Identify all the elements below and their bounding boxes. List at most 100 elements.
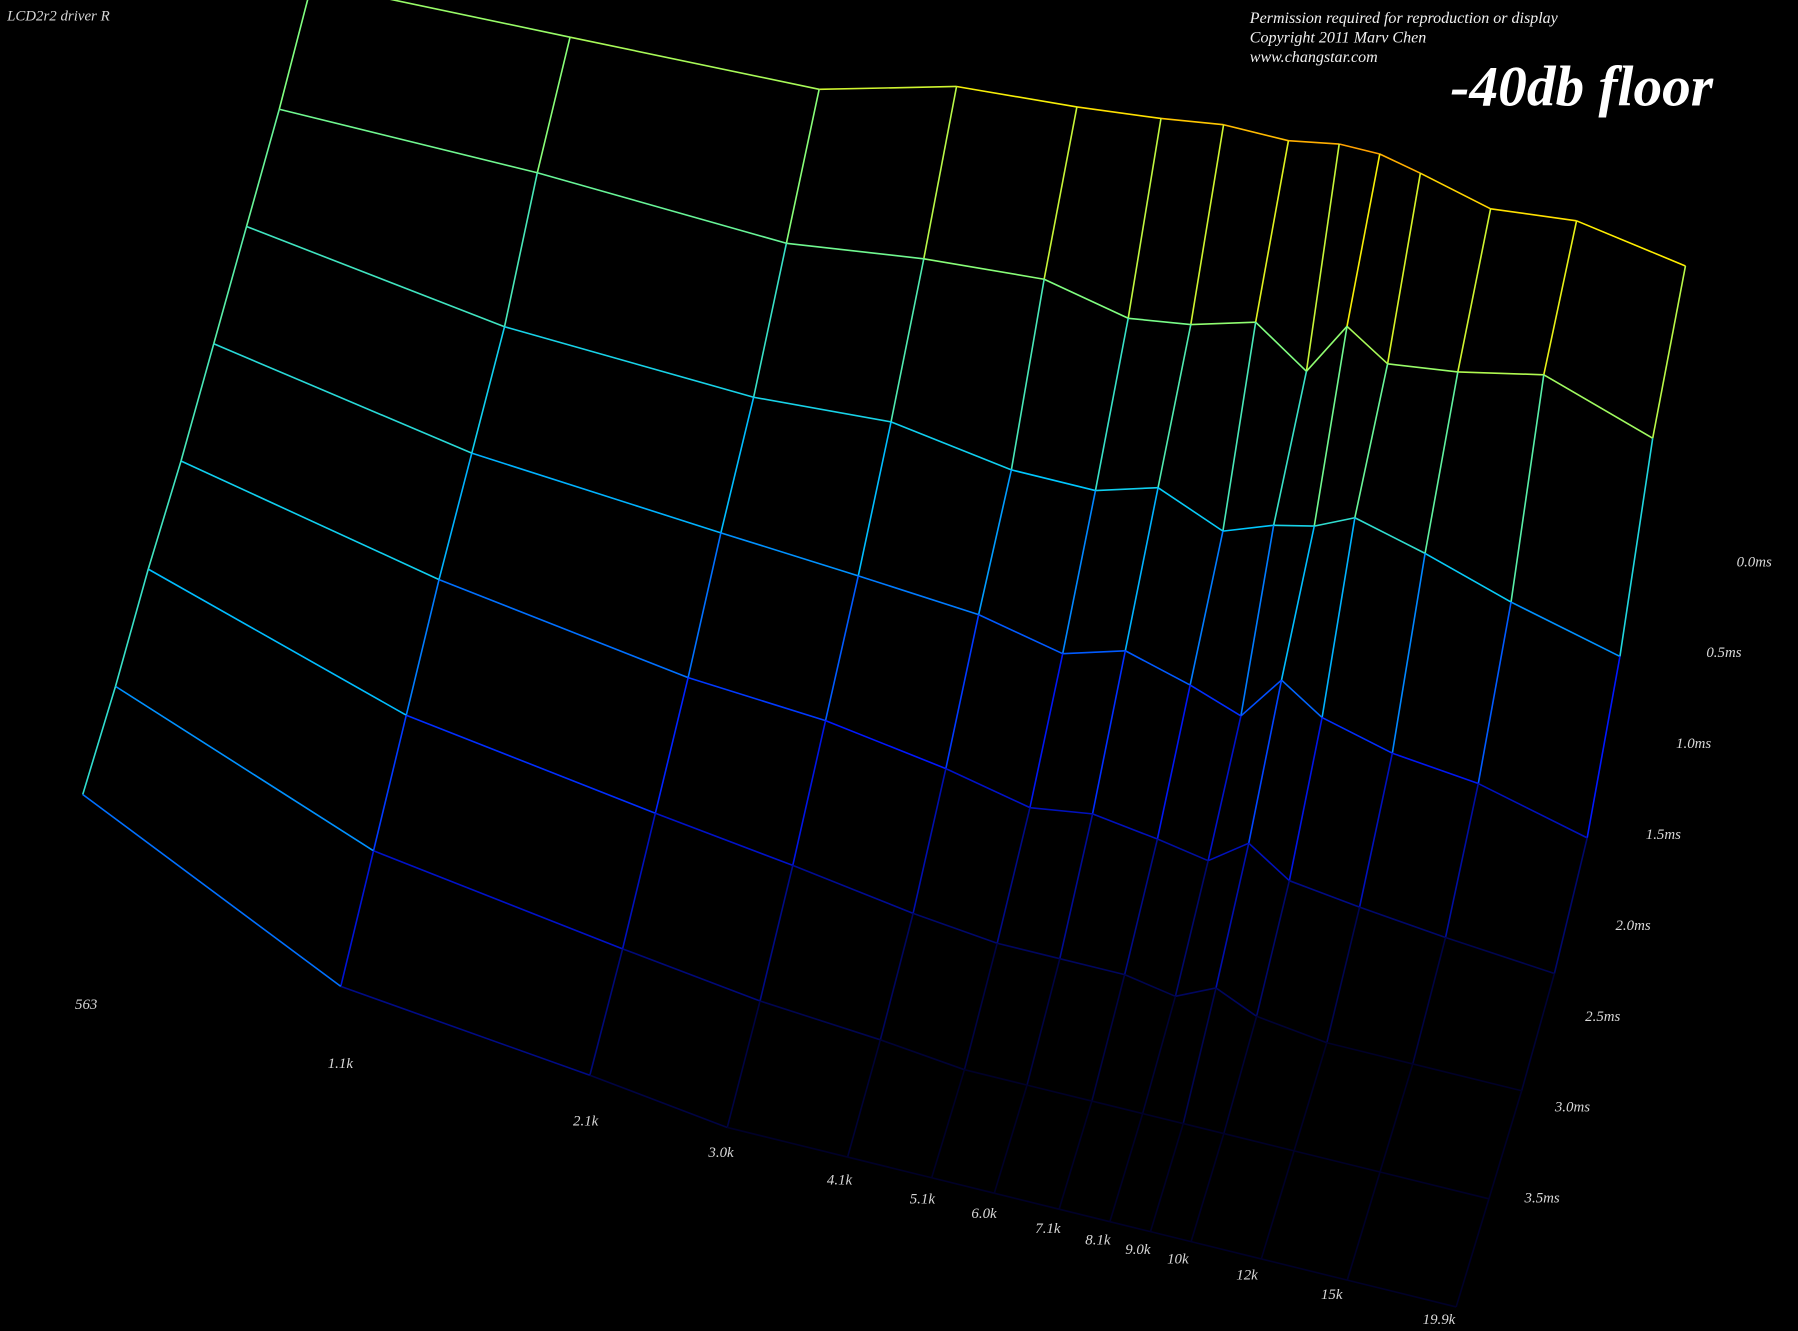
surface-line <box>1444 783 1480 938</box>
surface-line <box>1157 838 1209 862</box>
surface-line <box>1011 469 1096 492</box>
surface-line <box>1510 374 1545 603</box>
surface-line <box>1280 679 1323 719</box>
surface-line <box>759 1000 881 1041</box>
surface <box>81 0 1687 1308</box>
surface-line <box>1091 1100 1143 1115</box>
surface-line <box>956 85 1078 108</box>
surface-line <box>1289 879 1360 908</box>
x-tick-label: 3.0k <box>707 1145 734 1161</box>
surface-line <box>1260 1150 1295 1260</box>
surface-line <box>1124 650 1191 686</box>
surface-line <box>1095 486 1159 492</box>
surface-line <box>82 793 342 988</box>
surface-line <box>1280 525 1316 681</box>
surface-line <box>994 1192 1060 1210</box>
surface-line <box>536 36 571 173</box>
surface-line <box>1543 220 1578 375</box>
surface-line <box>1029 653 1064 808</box>
surface-line <box>471 452 722 534</box>
surface-line <box>1387 363 1458 373</box>
z-tick-label: 0.0ms <box>1737 554 1772 570</box>
surface-line <box>589 1074 728 1129</box>
surface-line <box>1346 325 1389 365</box>
surface-line <box>1127 118 1162 319</box>
surface-line <box>1061 490 1097 654</box>
surface-line <box>1347 1279 1457 1308</box>
surface-line <box>569 36 820 91</box>
surface-line <box>1026 1084 1093 1102</box>
surface-line <box>1424 552 1512 603</box>
surface-line <box>727 1126 848 1158</box>
x-tick-label: 10k <box>1167 1251 1189 1267</box>
surface-line <box>1346 153 1381 327</box>
surface-line <box>1207 715 1242 861</box>
surface-line <box>1043 278 1129 320</box>
surface-line <box>687 676 826 722</box>
surface-line <box>1223 1132 1295 1152</box>
surface-line <box>945 614 980 769</box>
surface-line <box>1321 517 1356 718</box>
surface-line <box>81 686 117 795</box>
surface-line <box>825 719 947 770</box>
surface-line <box>1026 958 1061 1086</box>
surface-line <box>1189 530 1224 686</box>
surface-line <box>1157 324 1192 488</box>
notice-line: Permission required for reproduction or … <box>1249 10 1559 27</box>
surface-line <box>1305 143 1340 372</box>
x-tick-label: 15k <box>1321 1287 1343 1303</box>
surface-line <box>890 421 1012 471</box>
surface-line <box>847 1156 932 1179</box>
surface-line <box>1313 326 1348 527</box>
surface-line <box>996 807 1031 944</box>
surface-line <box>1379 1171 1490 1200</box>
surface-line <box>964 1068 1028 1086</box>
surface-line <box>246 225 505 328</box>
surface-line <box>1392 752 1479 785</box>
surface-line <box>1457 208 1492 373</box>
surface-line <box>654 677 689 814</box>
surface-line <box>1256 1015 1328 1044</box>
surface-line <box>1255 321 1307 372</box>
surface-line <box>1175 987 1217 998</box>
surface-line <box>923 257 1045 281</box>
surface-line <box>1190 1240 1262 1260</box>
surface-line <box>372 715 408 851</box>
surface-line <box>1354 517 1426 555</box>
surface-line <box>720 397 755 534</box>
surface-line <box>1477 782 1588 839</box>
x-tick-label: 563 <box>75 997 97 1013</box>
occluder <box>279 109 1653 659</box>
surface-line <box>279 108 538 174</box>
chart-title: LCD2r2 driver R <box>6 9 110 25</box>
surface-line <box>1128 317 1191 326</box>
surface-line <box>846 1039 882 1158</box>
surface-line <box>1059 813 1094 959</box>
surface-line <box>1543 374 1654 439</box>
surface-line <box>1520 973 1556 1091</box>
surface-line <box>1261 1258 1348 1281</box>
surface-line <box>1223 123 1289 142</box>
surface-line <box>1123 838 1159 975</box>
surface-line <box>115 685 374 852</box>
surface-line <box>655 812 794 867</box>
surface-line <box>1190 321 1256 326</box>
surface-line <box>880 1039 965 1071</box>
surface-line <box>1124 487 1159 651</box>
surface-line <box>923 86 958 259</box>
surface-line <box>1445 936 1555 975</box>
surface-line <box>1029 806 1093 815</box>
surface-line <box>1346 1171 1381 1281</box>
surface-line <box>720 532 859 577</box>
surface-line <box>1240 679 1283 717</box>
surface-line <box>1293 1042 1328 1152</box>
surface-line <box>1222 524 1274 532</box>
z-tick-label: 2.5ms <box>1585 1009 1620 1025</box>
surface-line <box>930 1069 966 1179</box>
surface-line <box>1619 438 1654 657</box>
surface-line <box>1338 143 1380 155</box>
surface-line <box>726 1000 761 1128</box>
surface-line <box>1150 1230 1192 1243</box>
z-tick-label: 3.0ms <box>1554 1100 1590 1116</box>
